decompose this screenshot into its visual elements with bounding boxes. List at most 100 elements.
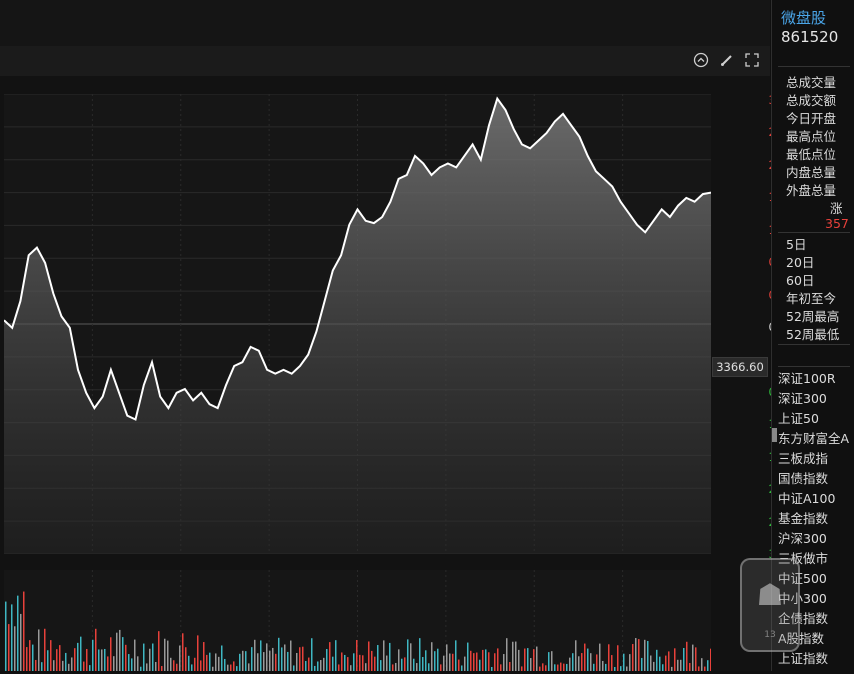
index-list-item[interactable]: 深证100R xyxy=(778,371,836,386)
volume-bar xyxy=(464,656,466,671)
volume-bar xyxy=(83,661,85,671)
index-list-item[interactable]: 东方财富全A xyxy=(778,431,850,446)
volume-bar xyxy=(494,653,496,671)
volume-bar xyxy=(590,653,592,671)
volume-bar xyxy=(203,642,205,671)
volume-bar xyxy=(455,640,457,671)
index-list-item[interactable]: 上证指数 xyxy=(778,651,829,666)
volume-bar xyxy=(419,638,421,671)
volume-bar xyxy=(482,649,484,671)
volume-bar xyxy=(77,642,79,671)
volume-bar xyxy=(164,638,166,671)
volume-bar xyxy=(308,657,310,671)
volume-bar xyxy=(188,655,190,671)
volume-bar xyxy=(512,641,514,671)
divider xyxy=(778,66,850,67)
volume-bar xyxy=(119,629,121,671)
stat-label-inner-volume: 内盘总量 xyxy=(786,165,837,180)
volume-bar xyxy=(140,666,142,671)
fullscreen-icon[interactable] xyxy=(743,52,761,70)
volume-bar xyxy=(68,663,70,671)
volume-bar xyxy=(698,666,700,671)
volume-bar xyxy=(524,648,526,671)
chart-toolbar xyxy=(0,46,770,77)
volume-bar xyxy=(431,642,433,671)
volume-bar xyxy=(317,661,319,671)
volume-bar xyxy=(170,657,172,671)
index-list-item[interactable]: 基金指数 xyxy=(778,511,829,526)
volume-bar xyxy=(503,654,505,671)
volume-bar xyxy=(473,653,475,671)
volume-bar xyxy=(617,645,619,671)
volume-bar xyxy=(692,644,694,671)
volume-bar xyxy=(434,651,436,671)
volume-bar xyxy=(230,664,232,671)
volume-bar xyxy=(392,664,394,671)
index-list-item[interactable]: 中小300 xyxy=(778,591,827,606)
volume-bar xyxy=(413,658,415,671)
volume-bar xyxy=(221,645,223,671)
intraday-line-chart xyxy=(3,93,712,555)
volume-bar xyxy=(53,660,55,671)
divider xyxy=(778,344,850,345)
volume-bar xyxy=(542,663,544,671)
volume-panel xyxy=(4,570,712,671)
volume-bar xyxy=(254,639,256,671)
volume-bar xyxy=(548,652,550,671)
current-price-tag: 3366.60 xyxy=(712,357,768,377)
volume-bar xyxy=(338,664,340,671)
index-list-item[interactable]: 上证50 xyxy=(778,411,819,426)
volume-bar xyxy=(197,635,199,671)
index-list-item[interactable]: 国债指数 xyxy=(778,471,829,486)
volume-bar xyxy=(242,650,244,671)
brush-icon[interactable] xyxy=(718,52,736,70)
volume-bar xyxy=(104,648,106,671)
volume-bar xyxy=(650,655,652,671)
volume-bar xyxy=(515,641,517,671)
panel-toggle-handle[interactable] xyxy=(772,428,777,442)
volume-bar xyxy=(653,661,655,671)
volume-bar xyxy=(62,660,64,671)
volume-bar xyxy=(215,653,217,671)
volume-bar xyxy=(224,658,226,671)
intraday-area-fill xyxy=(4,98,711,554)
volume-bar xyxy=(563,663,565,671)
volume-bar xyxy=(248,663,250,671)
volume-bar xyxy=(443,655,445,671)
period-20d: 20日 xyxy=(786,255,815,270)
volume-bar xyxy=(134,639,136,671)
volume-bar xyxy=(680,659,682,671)
volume-bar xyxy=(416,663,418,671)
period-52w-low: 52周最低 xyxy=(786,327,840,342)
volume-bar xyxy=(500,664,502,671)
index-list-item[interactable]: 深证300 xyxy=(778,391,827,406)
volume-bar xyxy=(113,656,115,671)
index-list-item[interactable]: 三板成指 xyxy=(778,451,829,466)
volume-bar xyxy=(530,658,532,671)
volume-bar xyxy=(149,648,151,671)
index-list-item[interactable]: A股指数 xyxy=(778,631,825,646)
volume-bar xyxy=(314,665,316,671)
price-panel[interactable] xyxy=(3,93,712,555)
volume-bar xyxy=(356,639,358,671)
volume-bar xyxy=(59,645,61,671)
volume-bar xyxy=(677,659,679,671)
volume-bar xyxy=(266,643,268,671)
volume-bar xyxy=(644,639,646,671)
volume-bar xyxy=(35,659,37,671)
volume-bar xyxy=(191,664,193,671)
volume-bar xyxy=(626,666,628,671)
volume-bar xyxy=(353,653,355,671)
volume-bar xyxy=(272,647,274,671)
index-list-item[interactable]: 中证A100 xyxy=(778,491,836,506)
volume-bar xyxy=(593,663,595,671)
volume-bar xyxy=(86,648,88,671)
index-list-item[interactable]: 企债指数 xyxy=(778,611,829,626)
collapse-up-icon[interactable] xyxy=(692,52,710,70)
index-list-item[interactable]: 中证500 xyxy=(778,571,827,586)
volume-bar xyxy=(611,655,613,671)
volume-bar xyxy=(110,637,112,671)
volume-bar xyxy=(695,647,697,671)
volume-bar xyxy=(269,650,271,671)
index-list-item[interactable]: 沪深300 xyxy=(778,531,827,546)
